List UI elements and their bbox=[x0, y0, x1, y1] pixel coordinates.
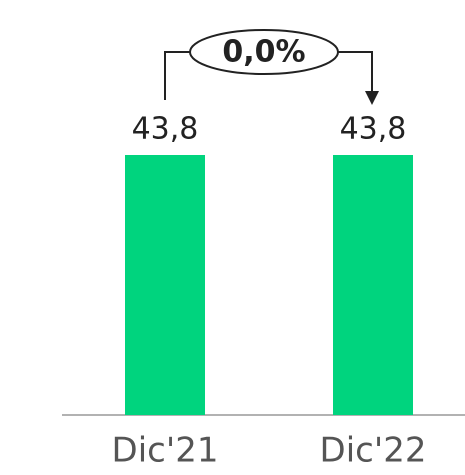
bar bbox=[125, 155, 205, 415]
annotation-oval bbox=[189, 29, 339, 75]
bracket-right bbox=[338, 51, 379, 105]
bar bbox=[333, 155, 413, 415]
bracket-left bbox=[164, 51, 190, 100]
x-tick-label: Dic'21 bbox=[112, 431, 219, 471]
value-label: 43,8 bbox=[340, 112, 407, 147]
value-label: 43,8 bbox=[132, 112, 199, 147]
annotation: 0,0% bbox=[222, 35, 305, 70]
x-tick-label: Dic'22 bbox=[320, 431, 427, 471]
